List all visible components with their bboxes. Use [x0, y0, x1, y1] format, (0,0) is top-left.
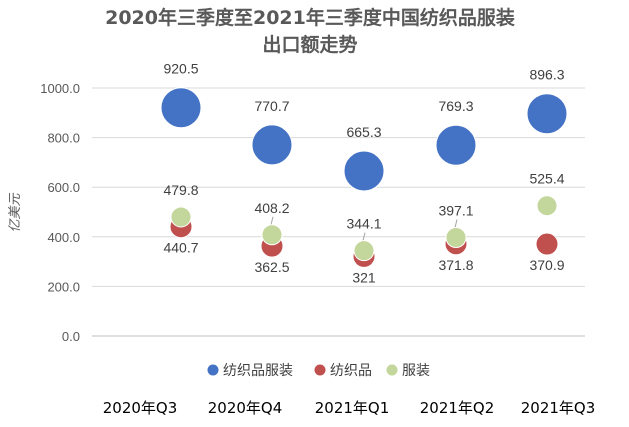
x-category-label: 2020年Q3: [103, 399, 178, 417]
x-category-label: 2021年Q3: [521, 399, 596, 417]
data-label: 397.1: [438, 203, 473, 219]
legend-label: 服装: [402, 363, 430, 379]
data-label: 321: [352, 269, 376, 285]
legend-marker: [207, 364, 219, 376]
data-label: 525.4: [529, 171, 564, 187]
y-tick-label: 0.0: [62, 329, 80, 344]
legend-label: 纺织品服装: [223, 363, 293, 379]
point-garment: [353, 240, 375, 262]
point-garment: [445, 227, 467, 249]
data-label: 344.1: [346, 216, 381, 232]
point-total: [251, 124, 293, 166]
legend: 纺织品服装 纺织品 服装: [207, 363, 430, 379]
point-total: [160, 87, 202, 129]
chart-title-line2: 出口额走势: [262, 33, 357, 56]
x-category-label: 2021年Q1: [315, 399, 390, 417]
data-label: 769.3: [438, 98, 473, 114]
point-garment: [261, 224, 283, 246]
data-labels: 920.5 770.7 665.3 769.3 896.3 440.7 362.5 321 37…: [163, 61, 564, 286]
point-total: [343, 150, 385, 192]
data-label: 370.9: [529, 257, 564, 273]
y-axis-label: 亿美元: [8, 193, 23, 233]
y-tick-label: 400.0: [47, 230, 80, 245]
x-category-label: 2020年Q4: [208, 399, 283, 417]
legend-marker: [314, 364, 326, 376]
chart-title-line1: 2020年三季度至2021年三季度中国纺织品服装: [105, 6, 515, 29]
legend-marker: [386, 364, 398, 376]
data-points: [160, 87, 568, 268]
point-garment: [170, 206, 192, 228]
y-tick-labels: 0.0 200.0 400.0 600.0 800.0 1000.0: [40, 81, 80, 344]
data-label: 896.3: [529, 67, 564, 83]
gridlines: [92, 87, 585, 337]
x-category-labels: 2020年Q3 2020年Q4 2021年Q1 2021年Q2 2021年Q3: [103, 399, 596, 417]
y-tick-label: 200.0: [47, 279, 80, 294]
point-textile: [535, 232, 559, 256]
data-label: 479.8: [163, 182, 198, 198]
point-garment: [536, 195, 558, 217]
point-total: [526, 93, 568, 135]
data-label: 408.2: [254, 200, 289, 216]
legend-label: 纺织品: [330, 363, 372, 379]
y-tick-label: 1000.0: [40, 81, 80, 96]
point-total: [435, 124, 477, 166]
y-tick-label: 600.0: [47, 180, 80, 195]
y-tick-label: 800.0: [47, 131, 80, 146]
data-label: 665.3: [346, 124, 381, 140]
x-category-label: 2021年Q2: [420, 399, 495, 417]
data-label: 920.5: [163, 61, 198, 77]
data-label: 362.5: [254, 259, 289, 275]
data-label: 770.7: [254, 98, 289, 114]
data-label: 440.7: [163, 240, 198, 256]
data-label: 371.8: [438, 257, 473, 273]
